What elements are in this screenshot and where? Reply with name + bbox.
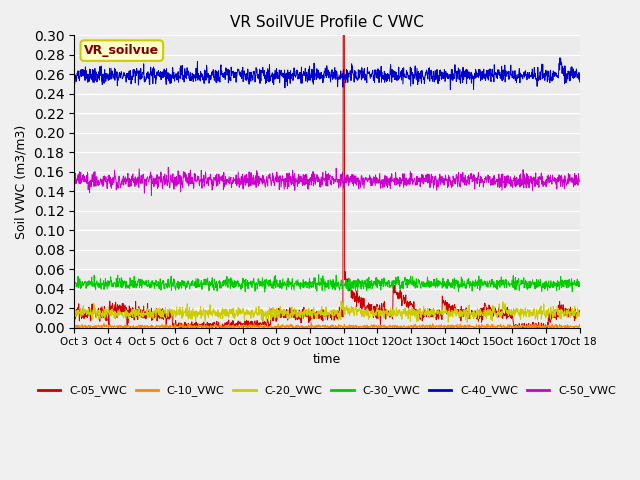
C-20_VWC (182, 306, 190, 312)
C-20_VWC (70, 311, 78, 317)
C-50_VWC (406, 178, 413, 183)
C-10_VWC (307, 320, 315, 325)
C-05_VWC (576, 310, 584, 316)
C-30_VWC (576, 284, 584, 289)
C-05_VWC (516, 324, 524, 329)
C-50_VWC (171, 182, 179, 188)
C-30_VWC (70, 278, 78, 284)
Line: C-50_VWC: C-50_VWC (74, 168, 580, 195)
C-30_VWC (516, 282, 524, 288)
C-10_VWC (70, 324, 78, 330)
C-40_VWC (170, 75, 178, 81)
C-05_VWC (70, 309, 78, 314)
C-40_VWC (516, 80, 524, 85)
C-10_VWC (472, 324, 479, 330)
C-20_VWC (337, 298, 345, 304)
C-05_VWC (472, 312, 479, 317)
C-40_VWC (239, 79, 247, 84)
C-20_VWC (472, 312, 479, 318)
C-30_VWC (239, 278, 247, 284)
C-10_VWC (171, 321, 179, 326)
Line: C-30_VWC: C-30_VWC (74, 275, 580, 292)
C-10_VWC (73, 324, 81, 330)
C-40_VWC (405, 72, 413, 78)
Line: C-05_VWC: C-05_VWC (74, 0, 580, 327)
C-50_VWC (70, 181, 78, 187)
Legend: C-05_VWC, C-10_VWC, C-20_VWC, C-30_VWC, C-40_VWC, C-50_VWC: C-05_VWC, C-10_VWC, C-20_VWC, C-30_VWC, … (33, 381, 620, 401)
C-10_VWC (239, 322, 247, 327)
C-40_VWC (447, 87, 454, 93)
C-40_VWC (472, 73, 479, 79)
C-10_VWC (576, 322, 584, 327)
C-50_VWC (164, 165, 172, 170)
C-30_VWC (182, 281, 190, 287)
C-30_VWC (472, 278, 479, 284)
C-50_VWC (184, 180, 191, 186)
C-10_VWC (183, 324, 191, 330)
C-20_VWC (239, 305, 247, 311)
C-50_VWC (576, 179, 584, 184)
C-40_VWC (576, 79, 584, 85)
C-30_VWC (315, 272, 323, 277)
C-30_VWC (406, 276, 413, 282)
Title: VR SoilVUE Profile C VWC: VR SoilVUE Profile C VWC (230, 15, 424, 30)
Line: C-10_VWC: C-10_VWC (74, 323, 580, 327)
C-05_VWC (406, 299, 413, 305)
C-30_VWC (170, 281, 178, 287)
C-50_VWC (516, 181, 524, 187)
C-20_VWC (516, 307, 524, 312)
C-50_VWC (472, 178, 479, 183)
C-05_VWC (239, 322, 247, 328)
Line: C-20_VWC: C-20_VWC (74, 301, 580, 322)
C-10_VWC (516, 324, 524, 330)
C-20_VWC (576, 310, 584, 316)
C-40_VWC (70, 72, 78, 77)
C-40_VWC (556, 55, 564, 60)
C-05_VWC (183, 323, 191, 328)
C-40_VWC (182, 76, 190, 82)
C-50_VWC (148, 192, 156, 198)
C-20_VWC (405, 310, 413, 316)
C-05_VWC (171, 323, 179, 329)
Line: C-40_VWC: C-40_VWC (74, 58, 580, 90)
C-50_VWC (240, 182, 248, 188)
X-axis label: time: time (313, 353, 341, 366)
Y-axis label: Soil VWC (m3/m3): Soil VWC (m3/m3) (15, 124, 28, 239)
Text: VR_soilvue: VR_soilvue (84, 44, 159, 57)
C-20_VWC (170, 307, 178, 313)
C-20_VWC (463, 319, 471, 325)
C-30_VWC (354, 289, 362, 295)
C-05_VWC (170, 324, 178, 330)
C-10_VWC (406, 324, 413, 330)
